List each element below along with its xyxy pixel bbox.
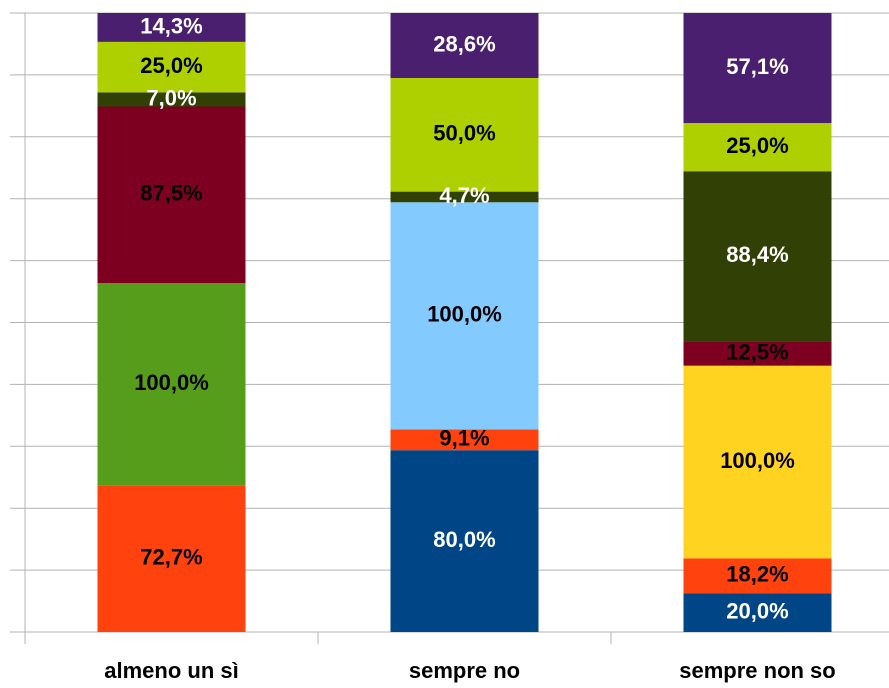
bar-segment xyxy=(97,41,246,93)
data-label: 12,5% xyxy=(726,339,788,364)
bar-segment xyxy=(683,341,832,366)
data-label: 18,2% xyxy=(726,562,788,587)
bar-segment xyxy=(390,191,539,203)
bar-segment xyxy=(683,558,832,594)
data-label: 100,0% xyxy=(720,448,795,473)
bar-segment xyxy=(683,13,832,124)
bar-segment xyxy=(390,450,539,632)
data-label: 50,0% xyxy=(433,121,495,146)
data-label: 87,5% xyxy=(140,181,202,206)
data-label: 25,0% xyxy=(140,53,202,78)
bar-segment xyxy=(683,365,832,559)
bar-segment xyxy=(97,92,246,107)
bar-segment xyxy=(390,429,539,451)
bar-segment xyxy=(390,13,539,78)
data-label: 80,0% xyxy=(433,527,495,552)
bar-segment xyxy=(97,13,246,42)
data-label: 4,7% xyxy=(439,183,489,208)
bar-segment xyxy=(683,171,832,342)
data-label: 100,0% xyxy=(134,370,209,395)
bar-segment xyxy=(97,485,246,632)
bar-segment xyxy=(390,202,539,430)
bar-segment xyxy=(390,77,539,192)
data-label: 57,1% xyxy=(726,54,788,79)
data-label: 100,0% xyxy=(427,302,502,327)
data-label: 25,0% xyxy=(726,133,788,158)
x-tick-label: sempre non so xyxy=(679,658,835,683)
bar-segment xyxy=(97,283,246,486)
data-label: 88,4% xyxy=(726,242,788,267)
data-label: 7,0% xyxy=(146,85,196,110)
data-label: 20,0% xyxy=(726,599,788,624)
bar-segment xyxy=(683,123,832,172)
data-label: 14,3% xyxy=(140,13,202,38)
data-label: 28,6% xyxy=(433,31,495,56)
x-tick-label: almeno un sì xyxy=(104,658,238,683)
data-label: 72,7% xyxy=(140,544,202,569)
data-label: 9,1% xyxy=(439,426,489,451)
x-tick-label: sempre no xyxy=(409,658,520,683)
bar-segment xyxy=(97,106,246,284)
bar-segment xyxy=(683,593,832,632)
